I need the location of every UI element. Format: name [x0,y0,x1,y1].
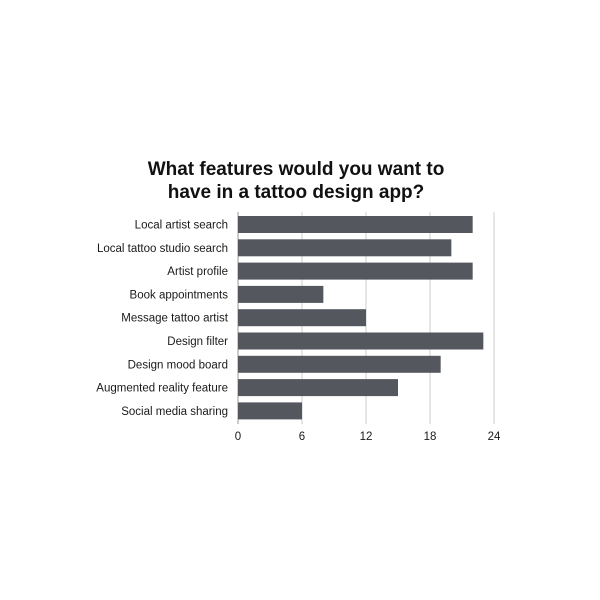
x-tick-label: 0 [235,431,241,443]
category-label: Design filter [167,336,228,348]
category-label: Artist profile [167,266,228,278]
bar [238,355,441,373]
x-tick-label: 24 [488,431,501,443]
category-label: Local artist search [135,220,228,232]
bar [238,309,366,327]
category-label: Book appointments [130,289,229,301]
category-label: Message tattoo artist [121,313,229,325]
bar [238,402,302,420]
bars [238,216,484,420]
chart-title: What features would you want to have in … [0,158,592,204]
bar [238,262,473,280]
category-label: Design mood board [128,359,228,371]
bar [238,379,398,397]
x-axis-ticks: 0 6 12 18 24 [235,431,501,443]
chart-title-line-1: What features would you want to [147,159,445,180]
bar [238,285,324,303]
category-label: Local tattoo studio search [97,243,228,255]
bar [238,332,484,350]
category-label: Augmented reality feature [96,383,228,395]
x-tick-label: 6 [299,431,305,443]
chart-title-line-2: have in a tattoo design app? [167,182,425,203]
bar [238,216,473,233]
category-label: Social media sharing [121,406,228,418]
bar [238,239,452,257]
category-labels: Local artist search Local tattoo studio s… [96,220,229,418]
x-tick-label: 12 [360,431,373,443]
x-tick-label: 18 [424,431,437,443]
